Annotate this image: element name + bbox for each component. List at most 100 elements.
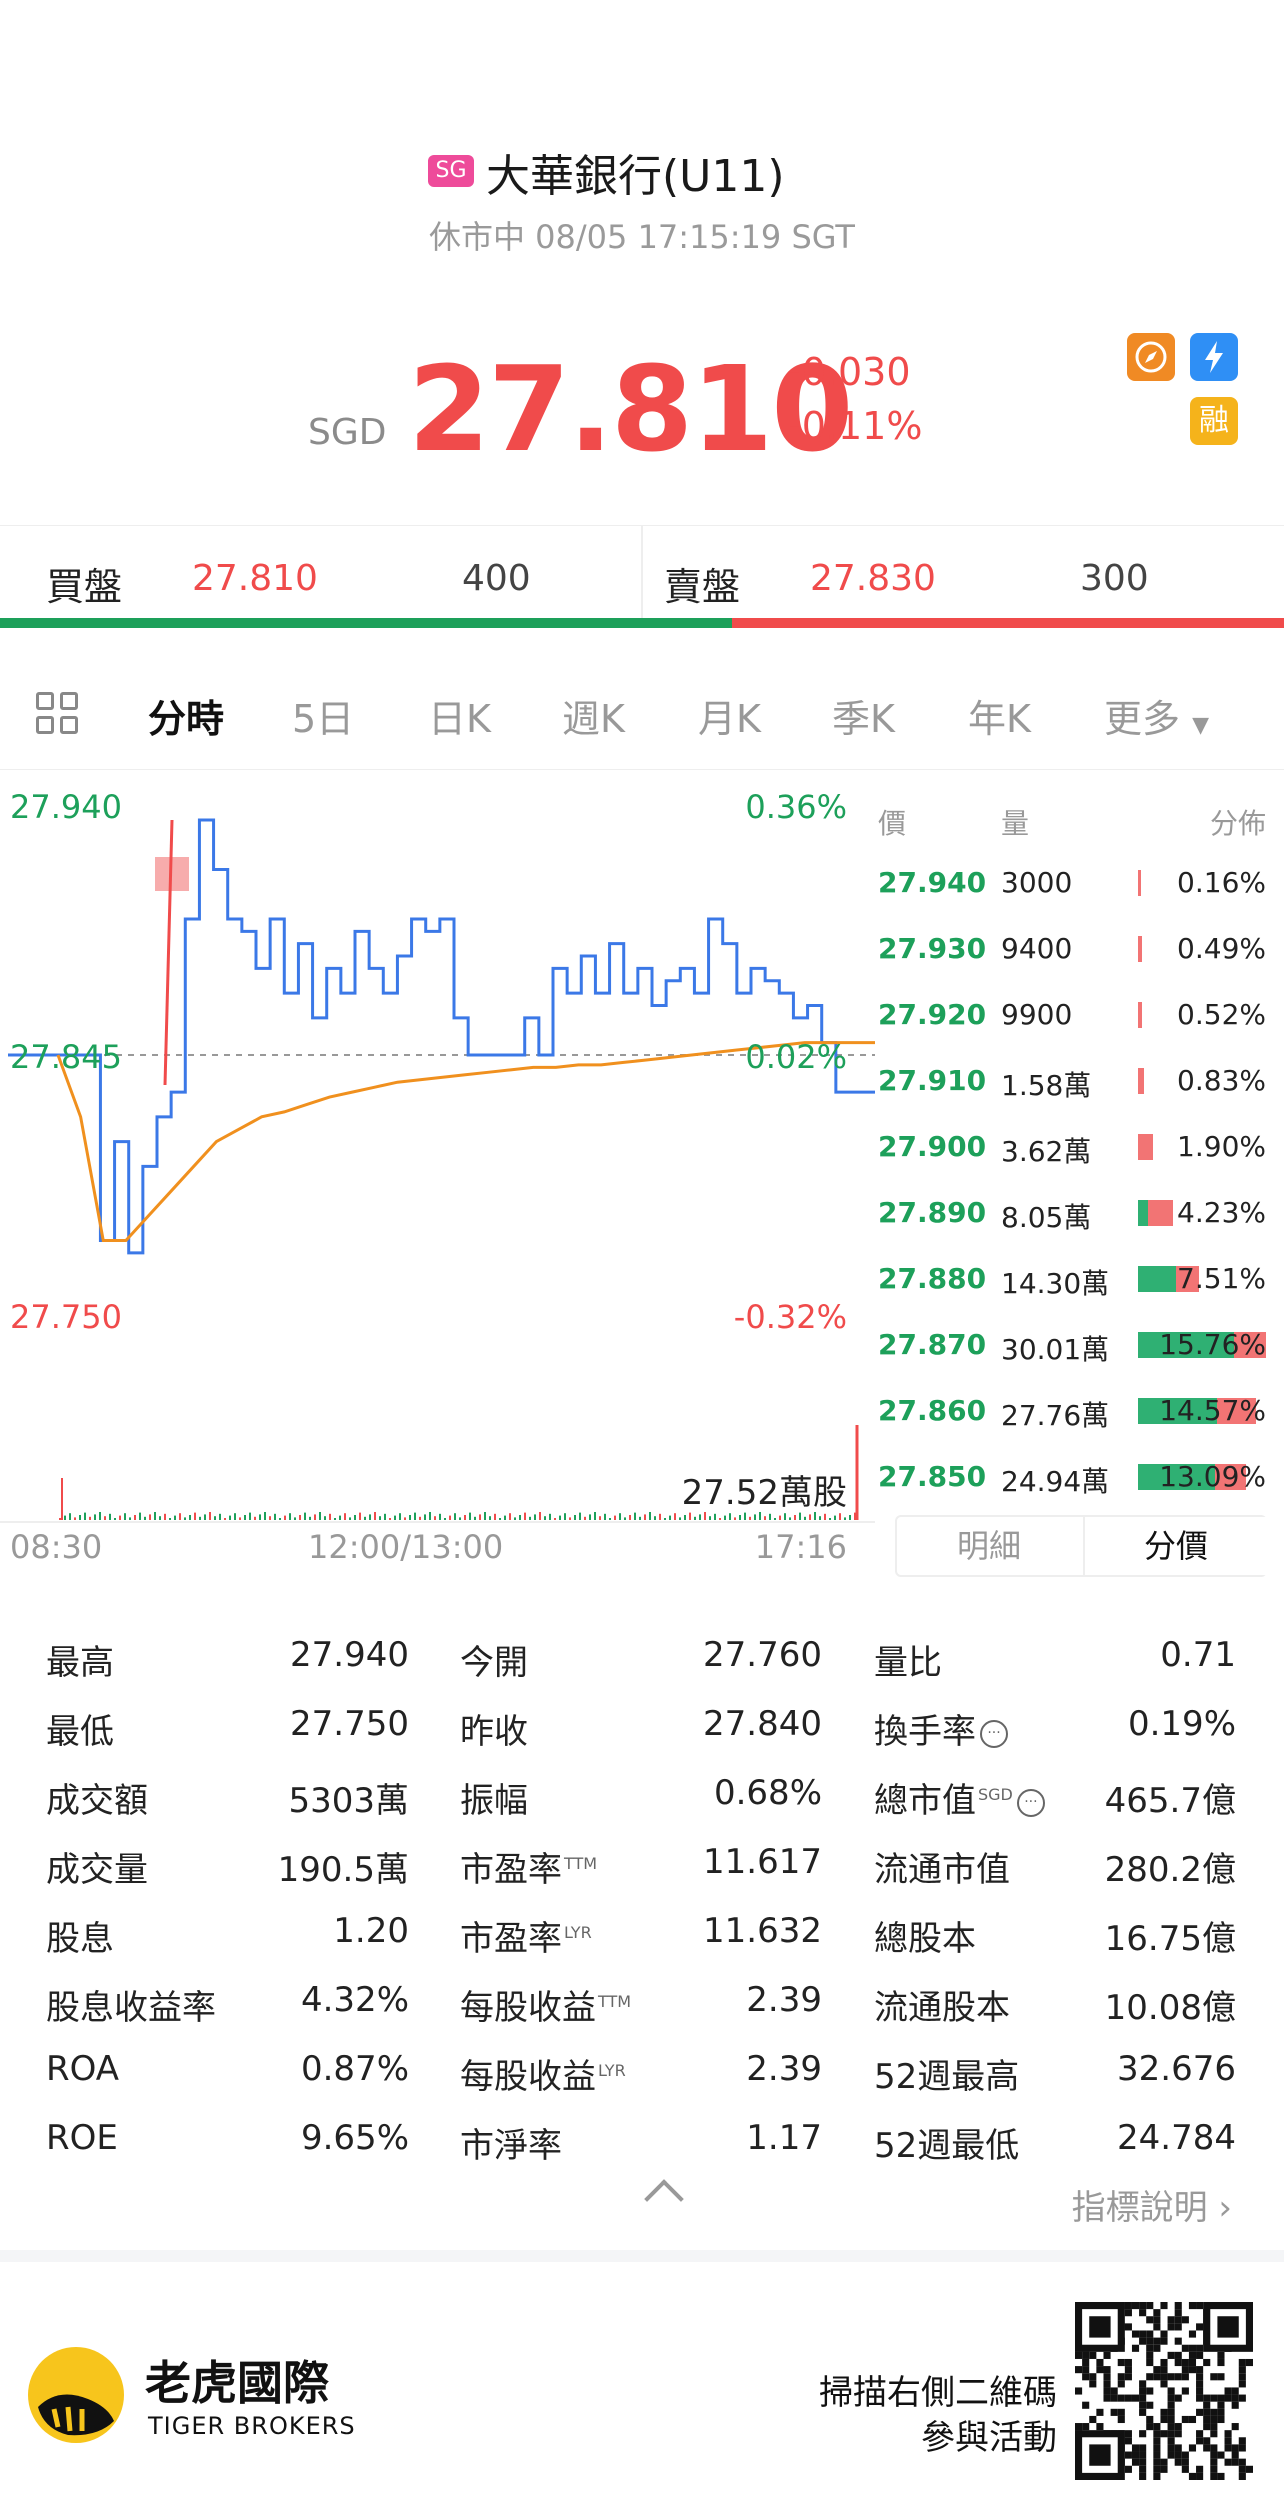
ask-price: 27.830 [810, 558, 936, 599]
tab-weekly-k[interactable]: 週K [562, 697, 625, 741]
qr-module [1210, 2430, 1218, 2438]
dist-row: 27.930 9400 0.49% [875, 916, 1284, 982]
info-dots-icon[interactable]: ··· [1016, 1788, 1045, 1817]
bid-ask-divider [641, 526, 643, 621]
qr-module [1231, 2423, 1239, 2431]
qr-module [1139, 2451, 1147, 2459]
qr-module [1146, 2373, 1154, 2381]
dist-bar-sell [1138, 1068, 1145, 1094]
tab-daily-k[interactable]: 日K [428, 697, 491, 741]
dist-row: 27.880 14.30萬 7.51% [875, 1246, 1284, 1312]
qr-module [1231, 2394, 1239, 2402]
tab-intraday[interactable]: 分時 [148, 697, 225, 741]
market-status: 休市中 08/05 17:15:19 SGT [429, 218, 855, 256]
last-price: 27.810 [408, 340, 853, 478]
lightning-icon[interactable] [1190, 333, 1238, 381]
qr-module [1146, 2330, 1154, 2338]
qr-module [1124, 2358, 1132, 2367]
qr-module [1124, 2451, 1132, 2459]
qr-module [1139, 2444, 1147, 2452]
tab-monthly-k[interactable]: 月K [698, 697, 761, 741]
stat-label: 量比 [874, 1635, 942, 1684]
qr-module [1139, 2394, 1147, 2402]
dist-volume: 1.58萬 [1001, 1069, 1092, 1102]
qr-module [1231, 2387, 1239, 2395]
qr-module [1174, 2302, 1182, 2310]
qr-module [1188, 2351, 1197, 2359]
segment-detail[interactable]: 明細 [956, 1527, 1021, 1565]
segment-price-volume[interactable]: 分價 [1083, 1517, 1267, 1575]
stat-label-text: 總市值 [874, 1781, 976, 1821]
compass-icon[interactable] [1127, 333, 1175, 381]
bid-ask-panel: 買盤 27.810 400 賣盤 27.830 300 [0, 525, 1284, 630]
stat-value: 190.5萬 [277, 1850, 409, 1890]
dist-share: 4.23% [1177, 1196, 1266, 1229]
stat-label: 最高 [46, 1635, 114, 1684]
qr-module [1224, 2458, 1232, 2466]
qr-module [1167, 2415, 1175, 2424]
stat-value: 0.68% [713, 1773, 822, 1813]
ask-qty: 300 [1080, 558, 1149, 599]
margin-badge[interactable]: 融 [1190, 397, 1238, 445]
qr-module [1146, 2358, 1154, 2367]
qr-code-icon[interactable] [1075, 2302, 1253, 2480]
stat-value: 27.840 [703, 1704, 822, 1744]
stat-label[interactable]: 換手率 ··· [874, 1704, 1008, 1753]
x-label-midday: 12:00/13:00 [308, 1528, 504, 1566]
intraday-chart[interactable]: 27.940 0.36% 27.845 0.02% 27.750 -0.32% … [0, 780, 880, 1580]
spike-line [163, 819, 174, 1086]
qr-module [1153, 2430, 1161, 2438]
info-dots-icon[interactable]: ··· [980, 1719, 1008, 1748]
stat-label-text: 最低 [46, 1712, 114, 1752]
dist-price: 27.880 [878, 1262, 987, 1295]
qr-module [1167, 2387, 1175, 2395]
qr-module [1196, 2380, 1204, 2388]
stat-value: 4.32% [300, 1980, 409, 2020]
stock-header: SG 大華銀行(U11) 休市中 08/05 17:15:19 SGT SGD … [0, 0, 1284, 520]
qr-module [1139, 2430, 1147, 2438]
qr-module [1153, 2344, 1161, 2352]
dist-header-share: 分佈 [1209, 807, 1266, 840]
stat-label-text: 成交額 [46, 1781, 148, 1821]
stat-label-text: 股息收益率 [46, 1988, 216, 2028]
qr-module [1103, 2351, 1111, 2359]
qr-module [1224, 2444, 1232, 2452]
stat-label-text: 總股本 [874, 1919, 976, 1959]
dist-price: 27.860 [878, 1394, 987, 1427]
stat-label[interactable]: 總市值 SGD ··· [874, 1773, 1045, 1822]
qr-module [1181, 2465, 1189, 2473]
qr-module [1160, 2430, 1168, 2438]
qr-module [1117, 2408, 1125, 2416]
tab-5day[interactable]: 5日 [292, 697, 355, 741]
dist-price: 27.940 [878, 866, 987, 899]
qr-module [1160, 2415, 1168, 2424]
qr-module [1160, 2302, 1168, 2310]
chart-tabs: 分時 5日 日K 週K 月K 季K 年K 更多 ▼ [0, 660, 1284, 770]
qr-module [1196, 2323, 1204, 2331]
grid-icon[interactable] [36, 692, 82, 738]
qr-module [1160, 2358, 1168, 2367]
tab-quarterly-k[interactable]: 季K [832, 697, 895, 741]
qr-module [1160, 2465, 1168, 2473]
tab-more[interactable]: 更多 ▼ [1104, 688, 1209, 743]
qr-module [1153, 2451, 1161, 2459]
qr-module [1196, 2394, 1204, 2402]
qr-module [1181, 2366, 1189, 2374]
qr-module [1174, 2430, 1182, 2438]
indicator-info-link[interactable]: 指標說明 › [1072, 2180, 1232, 2229]
dist-bar-sell [1217, 1398, 1256, 1424]
qr-module [1203, 2358, 1211, 2367]
stat-value: 16.75億 [1104, 1919, 1236, 1959]
qr-module [1188, 2330, 1197, 2338]
stat-label: 成交量 [46, 1842, 148, 1891]
qr-module [1196, 2366, 1204, 2374]
stat-label-text: 股息 [46, 1919, 114, 1959]
qr-module [1110, 2387, 1118, 2395]
tab-yearly-k[interactable]: 年K [968, 697, 1031, 741]
qr-module [1089, 2373, 1097, 2381]
stat-label: 股息 [46, 1911, 114, 1960]
qr-module [1238, 2472, 1246, 2480]
qr-module [1124, 2430, 1132, 2438]
price-distribution-table: 價 量 分佈 27.940 3000 0.16% 27.930 9400 0.49% 27.… [875, 780, 1284, 1540]
qr-module [1160, 2366, 1168, 2374]
